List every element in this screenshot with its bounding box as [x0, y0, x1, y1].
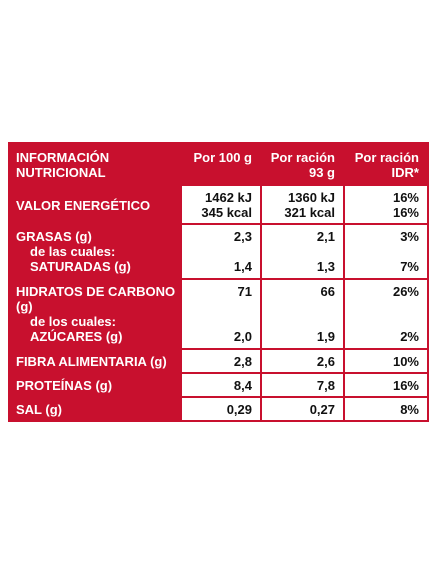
row-label-carbs: HIDRATOS DE CARBONO (g) de los cuales: A…	[10, 280, 182, 348]
sugars-label-text: AZÚCARES (g)	[30, 329, 123, 344]
salt-label-text: SAL (g)	[16, 402, 62, 417]
fiber-idr: 10%	[343, 350, 427, 372]
protein-serving-value: 7,8	[316, 378, 335, 393]
table-row-protein: PROTEÍNAS (g) 8,4 7,8 16%	[10, 372, 427, 396]
saturated-per100-value: 1,4	[233, 259, 252, 274]
carbs-serving-stack: 66 1,9	[266, 284, 335, 344]
energy-per100-kcal: 345 kcal	[201, 205, 252, 220]
table-row-energy: VALOR ENERGÉTICO 1462 kJ 345 kcal 1360 k…	[10, 184, 427, 223]
table-row-carbs: HIDRATOS DE CARBONO (g) de los cuales: A…	[10, 278, 427, 348]
energy-per100-kj: 1462 kJ	[205, 190, 252, 205]
fat-label-text: GRASAS (g)	[16, 229, 92, 244]
fiber-per100-value: 2,8	[233, 354, 252, 369]
carbs-serving-value: 66	[320, 284, 335, 299]
carbs-idr-stack: 26% 2%	[349, 284, 419, 344]
carbs-per100-value: 71	[237, 284, 252, 299]
salt-serving-value: 0,27	[309, 402, 335, 417]
carbs-sub-label: de los cuales:	[30, 314, 116, 329]
header-title-line1: INFORMACIÓN	[16, 150, 110, 165]
energy-idr: 16% 16%	[343, 186, 427, 223]
table-header: INFORMACIÓN NUTRICIONAL Por 100 g Por ra…	[10, 144, 427, 184]
fat-per100: 2,3 1,4	[182, 225, 260, 278]
header-per-serving: Por ración 93 g	[260, 144, 343, 184]
sugars-serving-value: 1,9	[316, 329, 335, 344]
protein-serving: 7,8	[260, 374, 343, 396]
carbs-serving: 66 1,9	[260, 280, 343, 348]
fiber-label-text: FIBRA ALIMENTARIA (g)	[16, 354, 167, 369]
protein-per100-value: 8,4	[233, 378, 252, 393]
fat-idr-value: 3%	[400, 229, 419, 244]
fiber-per100: 2,8	[182, 350, 260, 372]
fat-idr: 3% 7%	[343, 225, 427, 278]
header-per100-label: Por 100 g	[193, 150, 252, 165]
header-title-line2: NUTRICIONAL	[16, 165, 106, 180]
energy-serving-kj: 1360 kJ	[288, 190, 335, 205]
sugars-idr-value: 2%	[400, 329, 419, 344]
row-label-energy: VALOR ENERGÉTICO	[10, 186, 182, 223]
row-label-fiber: FIBRA ALIMENTARIA (g)	[10, 350, 182, 372]
fat-sub-label: de las cuales:	[30, 244, 116, 259]
fiber-serving: 2,6	[260, 350, 343, 372]
carbs-label-text: HIDRATOS DE CARBONO (g)	[16, 284, 176, 314]
row-label-protein: PROTEÍNAS (g)	[10, 374, 182, 396]
salt-idr-value: 8%	[400, 402, 419, 417]
nutrition-table: INFORMACIÓN NUTRICIONAL Por 100 g Por ra…	[8, 142, 429, 422]
salt-per100: 0,29	[182, 398, 260, 420]
row-label-salt: SAL (g)	[10, 398, 182, 420]
saturated-label-text: SATURADAS (g)	[30, 259, 131, 274]
protein-per100: 8,4	[182, 374, 260, 396]
header-title: INFORMACIÓN NUTRICIONAL	[10, 144, 182, 184]
fat-serving-stack: 2,1 1,3	[266, 229, 335, 274]
fat-per100-stack: 2,3 1,4	[186, 229, 252, 274]
protein-idr-value: 16%	[392, 378, 419, 393]
energy-idr-kj: 16%	[392, 190, 419, 205]
header-serving-line2: 93 g	[308, 165, 335, 180]
header-per100: Por 100 g	[182, 144, 260, 184]
header-idr-line2: IDR*	[391, 165, 419, 180]
sugars-per100-value: 2,0	[233, 329, 252, 344]
carbs-per100: 71 2,0	[182, 280, 260, 348]
salt-serving: 0,27	[260, 398, 343, 420]
header-idr-line1: Por ración	[354, 150, 419, 165]
fiber-idr-value: 10%	[392, 354, 419, 369]
fiber-serving-value: 2,6	[316, 354, 335, 369]
table-row-salt: SAL (g) 0,29 0,27 8%	[10, 396, 427, 420]
fat-serving-value: 2,1	[316, 229, 335, 244]
table-row-fat: GRASAS (g) de las cuales: SATURADAS (g) …	[10, 223, 427, 278]
carbs-idr-value: 26%	[392, 284, 419, 299]
header-serving-line1: Por ración	[270, 150, 335, 165]
carbs-idr: 26% 2%	[343, 280, 427, 348]
salt-per100-value: 0,29	[226, 402, 252, 417]
energy-label-text: VALOR ENERGÉTICO	[16, 197, 151, 213]
energy-per100: 1462 kJ 345 kcal	[182, 186, 260, 223]
fat-serving: 2,1 1,3	[260, 225, 343, 278]
salt-idr: 8%	[343, 398, 427, 420]
energy-serving-kcal: 321 kcal	[284, 205, 335, 220]
saturated-serving-value: 1,3	[316, 259, 335, 274]
protein-label-text: PROTEÍNAS (g)	[16, 378, 113, 393]
saturated-idr-value: 7%	[400, 259, 419, 274]
protein-idr: 16%	[343, 374, 427, 396]
table-row-fiber: FIBRA ALIMENTARIA (g) 2,8 2,6 10%	[10, 348, 427, 372]
fat-idr-stack: 3% 7%	[349, 229, 419, 274]
energy-serving: 1360 kJ 321 kcal	[260, 186, 343, 223]
carbs-per100-stack: 71 2,0	[186, 284, 252, 344]
header-idr: Por ración IDR*	[343, 144, 427, 184]
fat-per100-value: 2,3	[233, 229, 252, 244]
row-label-fat: GRASAS (g) de las cuales: SATURADAS (g)	[10, 225, 182, 278]
energy-idr-kcal: 16%	[392, 205, 419, 220]
